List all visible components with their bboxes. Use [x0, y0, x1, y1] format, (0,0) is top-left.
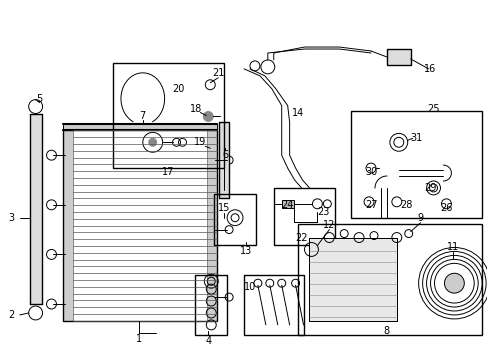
Text: 1: 1: [136, 334, 142, 344]
Text: 4: 4: [205, 336, 211, 346]
Bar: [63, 125, 217, 130]
Circle shape: [203, 112, 213, 121]
Bar: [386, 49, 410, 65]
Text: 7: 7: [140, 111, 145, 121]
Text: 2: 2: [9, 310, 15, 320]
Bar: [219, 122, 229, 198]
Bar: [281, 200, 293, 208]
Bar: [309, 238, 396, 321]
Circle shape: [148, 138, 156, 146]
Text: 22: 22: [295, 233, 307, 243]
Text: 18: 18: [190, 104, 202, 113]
Text: 23: 23: [317, 207, 329, 217]
Text: 27: 27: [364, 200, 377, 210]
Bar: [386, 49, 410, 65]
Text: 3: 3: [9, 213, 15, 223]
Bar: [63, 130, 217, 321]
Text: 5: 5: [37, 94, 42, 104]
Bar: [113, 63, 224, 168]
Text: 11: 11: [447, 243, 459, 252]
Text: 16: 16: [424, 64, 436, 74]
Bar: [195, 275, 226, 335]
Text: 19: 19: [194, 137, 206, 147]
Text: 8: 8: [383, 326, 389, 336]
Text: 20: 20: [172, 84, 184, 94]
Text: 14: 14: [291, 108, 303, 117]
Bar: [214, 194, 255, 246]
Text: 15: 15: [218, 203, 230, 213]
Text: 24: 24: [281, 200, 293, 210]
Text: 21: 21: [212, 68, 224, 78]
Circle shape: [444, 273, 463, 293]
Bar: [273, 188, 335, 246]
Bar: [207, 130, 217, 321]
Text: 28: 28: [400, 200, 412, 210]
Bar: [309, 238, 396, 321]
Text: 10: 10: [244, 282, 256, 292]
Bar: [30, 113, 41, 304]
Text: 17: 17: [162, 167, 174, 177]
Text: 6: 6: [222, 150, 228, 160]
Text: 9: 9: [417, 213, 423, 223]
Text: 12: 12: [323, 220, 335, 230]
Text: 31: 31: [410, 133, 422, 143]
Bar: [350, 111, 481, 218]
Text: 26: 26: [439, 203, 452, 213]
Bar: [63, 130, 73, 321]
Text: 30: 30: [364, 167, 376, 177]
Bar: [244, 275, 303, 335]
Text: 29: 29: [424, 183, 436, 193]
Bar: [297, 224, 481, 335]
Text: 25: 25: [427, 104, 439, 113]
Text: 13: 13: [240, 247, 252, 256]
